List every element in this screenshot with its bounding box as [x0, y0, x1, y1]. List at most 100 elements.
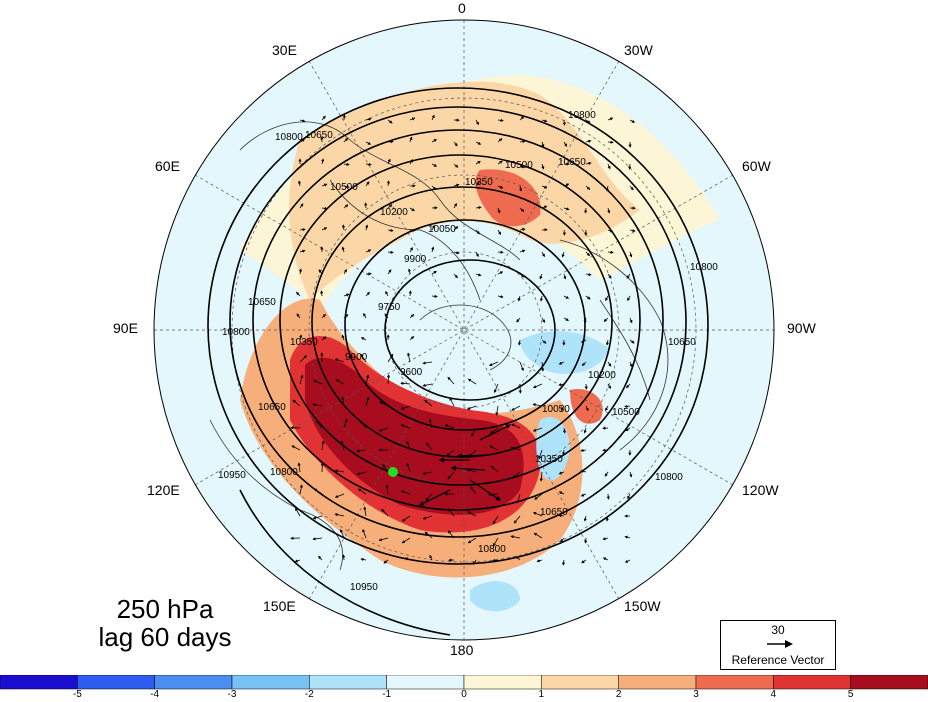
wind-vector: [424, 399, 433, 407]
wind-vector: [431, 185, 437, 190]
wind-vector: [605, 405, 609, 412]
lon-label-30e: 30E: [272, 42, 297, 58]
contour-label: 10350: [465, 177, 493, 188]
wind-vector: [629, 471, 633, 478]
wind-vector: [365, 117, 372, 121]
wind-vector: [334, 493, 345, 498]
wind-vector: [453, 226, 459, 231]
wind-vector: [453, 273, 458, 279]
wind-vector: [295, 507, 301, 517]
wind-vector: [296, 313, 301, 319]
wind-vector: [629, 317, 633, 324]
contour-label: 10950: [350, 582, 378, 593]
wind-vector: [299, 374, 304, 385]
wind-vector: [580, 469, 587, 473]
colorbar-tick-label: 1: [538, 689, 545, 700]
wind-vector: [312, 537, 323, 541]
wind-vector: [581, 559, 587, 564]
wind-vector: [343, 162, 350, 166]
contour-label: 9900: [345, 352, 368, 363]
wind-vector: [444, 424, 455, 429]
wind-vector: [294, 559, 301, 563]
contour-label: 10650: [258, 402, 286, 413]
wind-vector: [558, 491, 565, 495]
wind-vector: [585, 251, 591, 257]
colorbar-tick-label: 5: [847, 689, 854, 700]
wind-vector: [299, 138, 305, 143]
wind-vector: [541, 339, 547, 344]
wind-vector: [343, 137, 349, 143]
colorbar-tick-label: -2: [304, 689, 314, 700]
contour-label: 9900: [404, 254, 427, 265]
wind-vector: [541, 141, 545, 148]
wind-vector: [385, 484, 389, 495]
wind-vector: [607, 250, 614, 254]
wind-vector: [606, 493, 610, 500]
contour-label: 10350: [535, 454, 563, 465]
strong-wind-vectors: [418, 424, 512, 506]
wind-vector: [365, 374, 370, 385]
contour-label: 10800: [222, 327, 250, 338]
wind-vector: [585, 139, 592, 143]
wind-vector: [447, 376, 455, 385]
wind-vector: [318, 269, 323, 275]
wind-vector: [297, 180, 302, 187]
wind-vector: [363, 506, 367, 517]
wind-vector: [312, 515, 323, 520]
wind-vector: [384, 313, 389, 319]
wind-vector: [386, 374, 391, 385]
wind-vector: [558, 383, 565, 387]
lon-label-60e: 60E: [155, 158, 180, 174]
wind-vector: [536, 559, 543, 563]
wind-vector: [378, 427, 389, 432]
contour-label: 10650: [668, 337, 696, 348]
contour-label: 10350: [290, 337, 318, 348]
wind-vector: [356, 449, 367, 453]
wind-vector: [519, 361, 524, 372]
wind-vector: [585, 119, 591, 124]
wind-vector: [453, 141, 458, 147]
wind-vector: [422, 361, 433, 365]
wind-vector: [360, 353, 367, 363]
wind-vector: [605, 339, 610, 346]
contour-label: 10500: [330, 182, 358, 193]
wind-vector: [387, 228, 394, 232]
wind-vector: [541, 185, 548, 189]
wind-vector: [365, 291, 370, 297]
wind-vector: [563, 141, 568, 147]
wind-vector: [321, 227, 328, 231]
wind-vector: [511, 423, 521, 429]
wind-vector: [629, 251, 633, 258]
colorbar-segment: [154, 675, 233, 690]
wind-vector: [409, 207, 415, 212]
colorbar-segment: [618, 675, 697, 690]
wind-vector: [364, 202, 368, 209]
lon-label-90e: 90E: [113, 320, 138, 336]
wind-vector: [624, 535, 631, 539]
wind-vector: [406, 440, 411, 451]
wind-vector: [580, 448, 587, 452]
wind-vector: [360, 337, 367, 341]
wind-vector: [291, 445, 301, 451]
lon-label-120e: 120E: [147, 482, 180, 498]
positive-orange-north: [289, 81, 640, 300]
wind-vector: [629, 339, 635, 344]
wind-vector: [585, 295, 591, 300]
contour-label: 10800: [655, 472, 683, 483]
wind-vector: [558, 361, 565, 365]
colorbar-segment: [850, 675, 928, 690]
wind-vector: [493, 383, 499, 394]
wind-vector: [343, 204, 349, 209]
wind-vector: [362, 528, 367, 539]
wind-vector: [313, 488, 323, 495]
contour-label: 10650: [248, 297, 276, 308]
contour-label: 10650: [540, 507, 568, 518]
wind-vector: [539, 471, 543, 482]
negative-blue-pacific: [470, 581, 520, 612]
wind-vector: [343, 293, 350, 297]
wind-vector: [585, 161, 592, 165]
wind-vector: [562, 427, 566, 434]
wind-vector: [431, 270, 437, 275]
wind-vector: [563, 295, 570, 299]
